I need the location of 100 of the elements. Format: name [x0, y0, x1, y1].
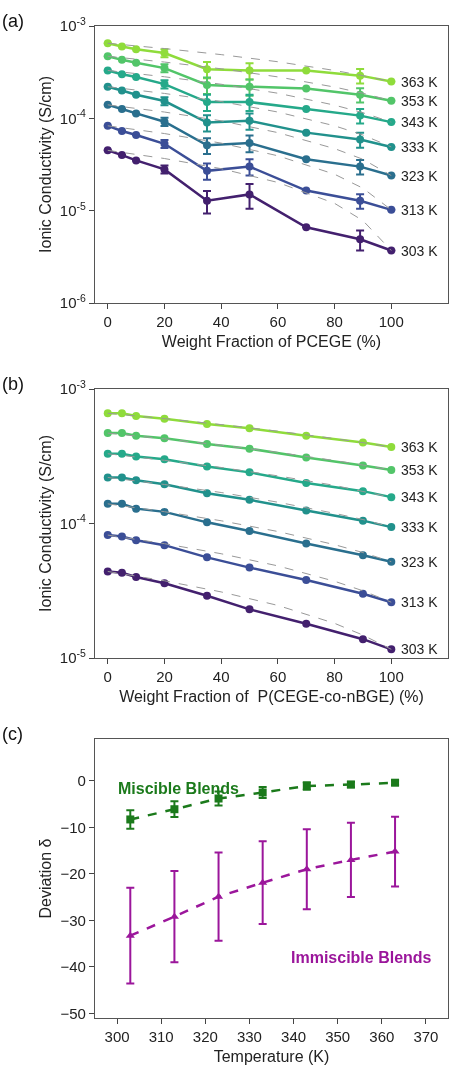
point [132, 536, 141, 545]
point [245, 116, 254, 125]
legend-label: 353 K [401, 93, 439, 109]
x-tick-label: 60 [269, 668, 287, 686]
y-tick-label: 10$^{-5}$ [59, 199, 87, 219]
point [103, 531, 112, 540]
x-tick-label: 20 [156, 668, 173, 686]
x-tick-label: 80 [326, 313, 343, 331]
point [245, 98, 254, 107]
series-label: 323 K [401, 554, 439, 570]
point [356, 162, 365, 171]
point [126, 815, 135, 824]
y-tick-label: −50 [60, 1004, 86, 1022]
point [117, 449, 126, 458]
point [117, 568, 126, 577]
point [390, 847, 400, 854]
point [117, 429, 126, 438]
x-tick-label: 330 [236, 1028, 262, 1046]
legend-label: 343 K [401, 114, 439, 130]
x-axis-title: Temperature (K) [213, 1047, 330, 1065]
point [203, 80, 211, 89]
point [203, 462, 211, 471]
point [245, 66, 254, 75]
y-axis-title: Ionic Conductivity (S/cm) [36, 435, 54, 612]
point [245, 495, 254, 504]
point [103, 473, 112, 482]
point [302, 865, 312, 872]
point [358, 635, 367, 644]
point [356, 111, 365, 120]
series-label: 343 K [401, 489, 439, 505]
y-tick-label: 0 [77, 772, 86, 790]
point [203, 553, 211, 562]
point [103, 429, 112, 438]
point [245, 162, 254, 171]
point [346, 855, 356, 862]
point [302, 619, 311, 628]
point [214, 794, 223, 803]
y-tick-label: 10$^{-4}$ [59, 512, 87, 532]
legend-label: 363 K [401, 74, 439, 90]
point [203, 591, 211, 600]
point [245, 190, 254, 199]
point [302, 539, 311, 548]
x-tick-label: 0 [103, 313, 112, 331]
point [387, 557, 396, 566]
series-label: 333 K [401, 519, 439, 535]
point [132, 411, 141, 420]
point [356, 235, 365, 244]
x-tick-label: 300 [104, 1028, 130, 1046]
y-tick-label: −40 [60, 958, 86, 976]
legend-label: 323 K [401, 168, 439, 184]
y-tick-label: 10$^{-6}$ [59, 291, 87, 312]
y-axis-title: Ionic Conductivity (S/cm) [36, 76, 54, 253]
y-tick-label: 10$^{-3}$ [59, 377, 87, 398]
point [245, 563, 254, 572]
y-tick-label: −30 [60, 911, 86, 929]
x-tick-label: 350 [325, 1028, 351, 1046]
legend-label: 333 K [401, 139, 439, 155]
point [356, 196, 365, 205]
x-tick-label: 60 [269, 313, 287, 331]
point [387, 523, 396, 532]
series-label: Miscible Blends [118, 780, 240, 797]
point [117, 532, 126, 541]
point [387, 443, 396, 452]
point [203, 196, 211, 205]
point [258, 878, 268, 885]
point [245, 82, 254, 91]
x-tick-label: 340 [281, 1028, 307, 1046]
y-tick-label: 10$^{-3}$ [59, 14, 87, 35]
point [125, 931, 135, 938]
y-tick-label: −20 [60, 865, 86, 883]
series-label: 363 K [401, 439, 439, 455]
point [203, 141, 211, 150]
point [387, 465, 396, 474]
x-tick-label: 40 [212, 668, 230, 686]
x-tick-label: 100 [378, 313, 404, 331]
legend-label: 303 K [401, 243, 439, 259]
point [117, 409, 126, 418]
point [132, 452, 141, 461]
x-tick-label: 20 [156, 313, 173, 331]
y-tick-label: 10$^{-4}$ [59, 107, 87, 127]
point [117, 499, 126, 508]
y-axis-title: Deviation δ [37, 838, 55, 919]
point [203, 118, 211, 127]
chart-title: (a) [2, 11, 24, 31]
point [203, 518, 211, 527]
point [245, 605, 254, 614]
text: Immiscible Blends [291, 949, 432, 966]
x-tick-label: 40 [212, 313, 230, 331]
x-tick-label: 310 [148, 1028, 174, 1046]
point [203, 419, 211, 428]
point [245, 526, 254, 535]
series-label: 303 K [401, 641, 439, 657]
point [132, 573, 141, 582]
point [358, 589, 367, 598]
point [132, 504, 141, 513]
series-label: 313 K [401, 594, 439, 610]
x-tick-label: 320 [192, 1028, 218, 1046]
chart-title: (b) [2, 374, 24, 394]
point [245, 424, 254, 433]
series-label: 353 K [401, 462, 439, 478]
